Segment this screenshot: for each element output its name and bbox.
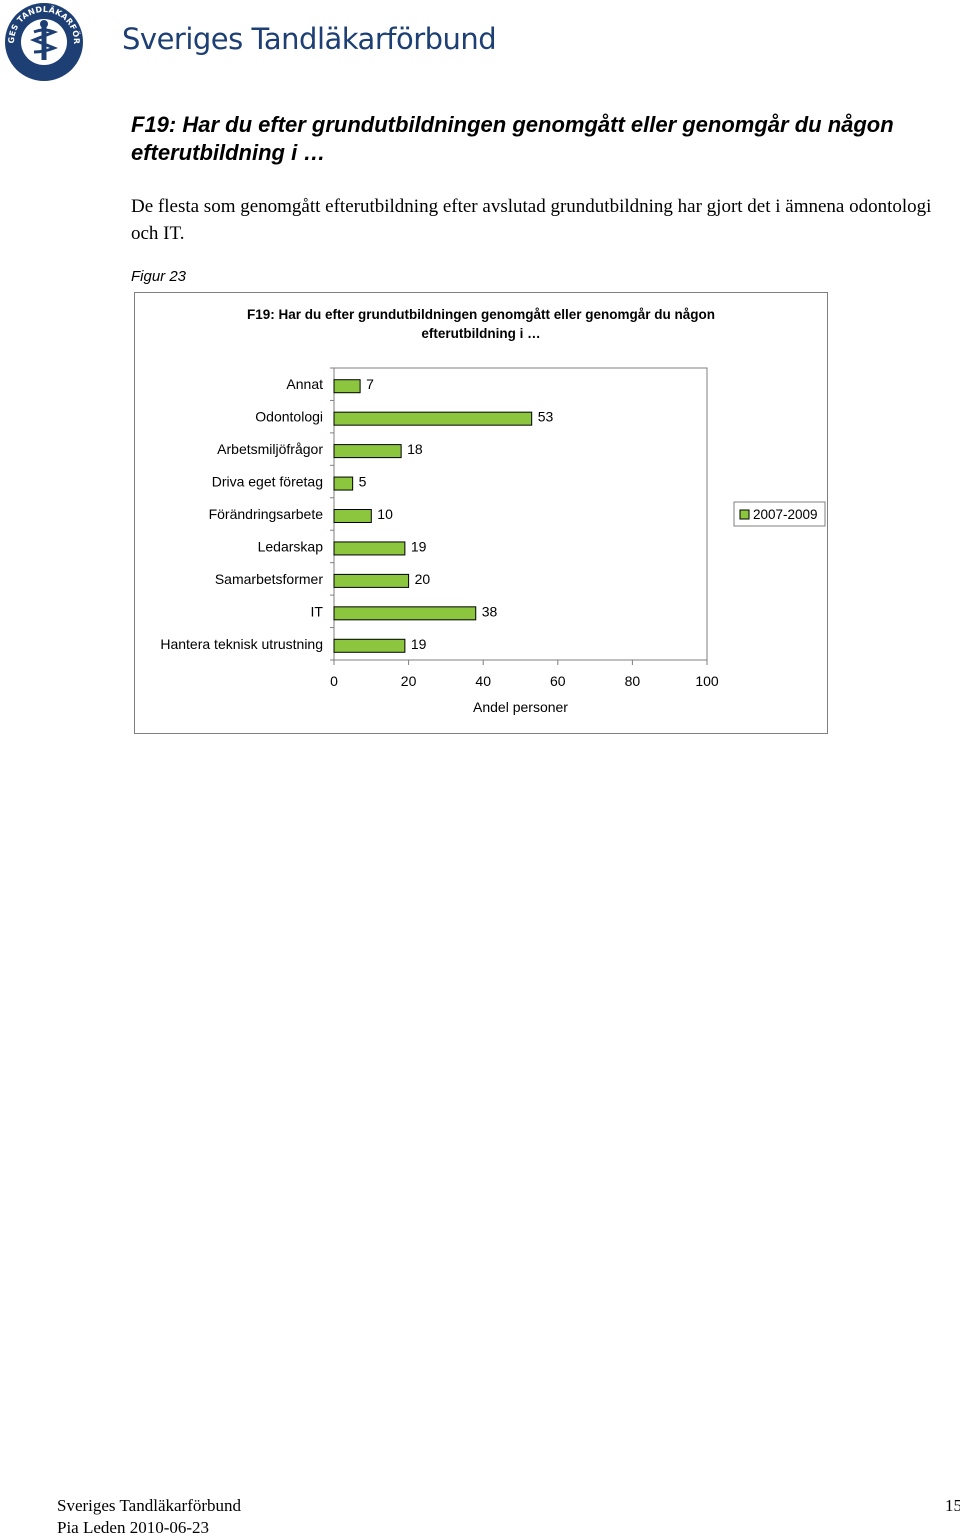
chart-title-line: efterutbildning i … xyxy=(421,326,540,341)
category-label: Annat xyxy=(286,376,323,392)
bar xyxy=(333,509,372,523)
x-tick-label: 100 xyxy=(695,673,719,689)
data-label: 20 xyxy=(415,571,431,587)
footer-org: Sveriges Tandläkarförbund xyxy=(57,1496,242,1515)
x-axis-label: Andel personer xyxy=(473,699,568,715)
data-label: 19 xyxy=(411,538,427,554)
chart-title-line: F19: Har du efter grundutbildningen geno… xyxy=(247,307,715,322)
bar xyxy=(333,573,410,588)
bar xyxy=(333,411,533,426)
x-tick-label: 20 xyxy=(401,673,417,689)
footer-author-date: Pia Leden 2010-06-23 xyxy=(57,1518,210,1537)
data-label: 10 xyxy=(377,506,393,522)
bar xyxy=(333,606,477,621)
category-label: Odontologi xyxy=(255,409,323,425)
x-tick-label: 80 xyxy=(625,673,641,689)
bar xyxy=(333,638,406,653)
page-footer: Sveriges Tandläkarförbund Pia Leden 2010… xyxy=(57,1495,960,1539)
bar xyxy=(333,476,354,491)
category-label: IT xyxy=(311,603,324,619)
bar-chart: F19: Har du efter grundutbildningen geno… xyxy=(160,307,826,715)
data-label: 38 xyxy=(482,603,498,619)
bar xyxy=(333,541,406,556)
summary-paragraph: De flesta som genomgått efterutbildning … xyxy=(131,196,932,244)
data-label: 7 xyxy=(366,376,374,392)
brand-name: Sveriges Tandläkarförbund xyxy=(122,22,497,56)
figure-caption: Figur 23 xyxy=(131,268,187,285)
bar xyxy=(333,444,402,459)
category-label: Samarbetsformer xyxy=(215,571,323,587)
legend-label: 2007-2009 xyxy=(753,507,818,522)
category-label: Hantera teknisk utrustning xyxy=(160,636,323,652)
bar xyxy=(333,379,361,394)
x-tick-label: 0 xyxy=(330,673,338,689)
data-label: 53 xyxy=(538,409,554,425)
organization-logo: SVERIGES TANDLÄKARFÖRBUND xyxy=(4,2,83,81)
data-label: 5 xyxy=(359,474,367,490)
question-heading: F19: Har du efter grundutbildningen geno… xyxy=(131,112,894,165)
data-label: 19 xyxy=(411,636,427,652)
x-tick-label: 40 xyxy=(475,673,491,689)
category-label: Driva eget företag xyxy=(212,474,323,490)
caduceus-icon xyxy=(29,20,59,60)
category-label: Ledarskap xyxy=(258,538,324,554)
legend-swatch xyxy=(739,509,750,520)
chart-frame: F19: Har du efter grundutbildningen geno… xyxy=(134,292,828,734)
page-number: 15 xyxy=(945,1496,960,1515)
x-tick-label: 60 xyxy=(550,673,566,689)
category-label: Arbetsmiljöfrågor xyxy=(217,441,323,457)
data-label: 18 xyxy=(407,441,423,457)
category-label: Förändringsarbete xyxy=(209,506,324,522)
